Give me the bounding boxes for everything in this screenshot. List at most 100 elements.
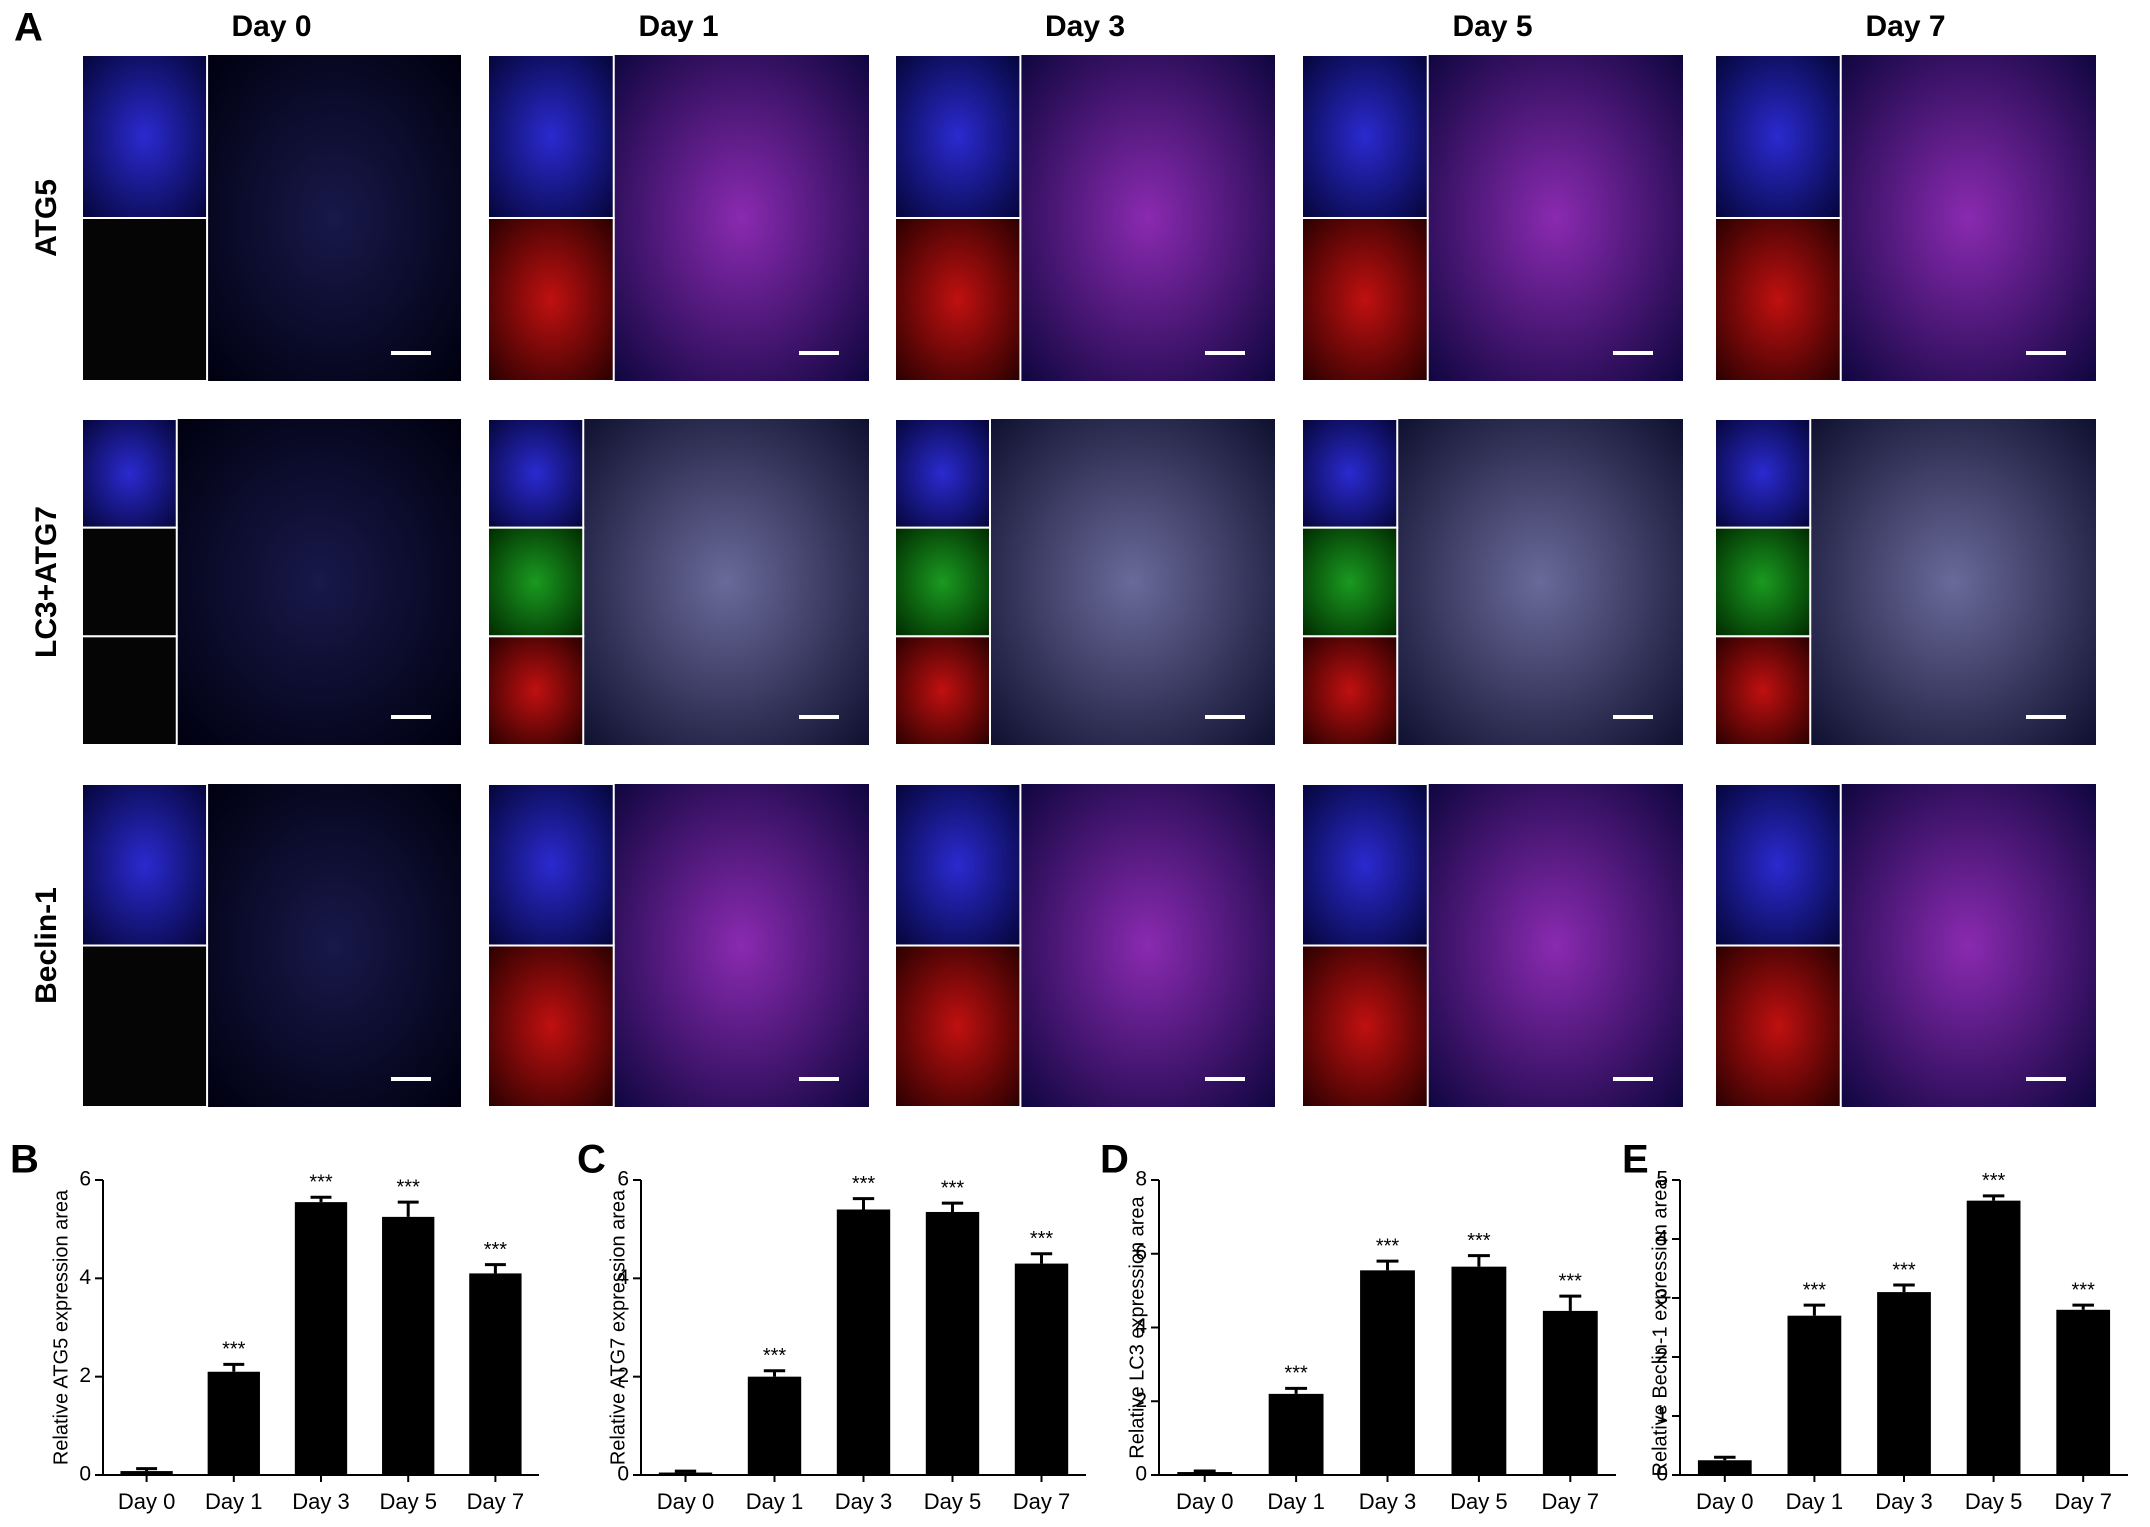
y-tick-label: 2 — [1656, 1345, 1668, 1368]
micrograph-channel — [1301, 944, 1429, 1108]
micrograph-channel — [487, 635, 585, 746]
bar — [836, 1209, 891, 1475]
bar — [120, 1471, 173, 1475]
y-tick-label: 4 — [79, 1266, 91, 1289]
x-tick-label: Day 5 — [924, 1489, 981, 1514]
y-axis-label: Relative ATG5 expression area — [50, 1189, 72, 1465]
x-tick-label: Day 3 — [1359, 1489, 1416, 1514]
micrograph-channel — [1301, 526, 1399, 638]
column-header: Day 1 — [638, 10, 718, 43]
y-tick-label: 0 — [79, 1463, 91, 1486]
bar — [207, 1371, 260, 1475]
bar — [1787, 1315, 1842, 1475]
micrograph-channel — [894, 944, 1022, 1108]
micrograph-channel — [894, 217, 1022, 382]
y-axis-label: Relative Beclin-1 expression area — [1649, 1178, 1671, 1477]
y-tick-label: 3 — [1656, 1286, 1668, 1309]
bar — [382, 1216, 435, 1475]
x-tick-label: Day 7 — [1013, 1489, 1070, 1514]
column-header: Day 0 — [231, 10, 311, 43]
micrograph-merge — [1427, 784, 1683, 1107]
x-tick-label: Day 5 — [1450, 1489, 1507, 1514]
micrograph-merge — [1020, 55, 1275, 381]
y-tick-label: 0 — [1135, 1463, 1147, 1486]
row-label: Beclin-1 — [30, 887, 63, 1004]
micrograph-channel — [487, 526, 585, 638]
row-label: ATG5 — [30, 179, 63, 257]
micrograph-channel — [81, 54, 209, 219]
micrograph-channel — [487, 944, 615, 1108]
bar — [658, 1472, 713, 1475]
row-label: LC3+ATG7 — [30, 506, 63, 658]
micrograph-channel — [1301, 635, 1399, 746]
y-tick-label: 4 — [1135, 1315, 1147, 1338]
micrograph-merge — [176, 419, 461, 745]
x-tick-label: Day 3 — [1875, 1489, 1932, 1514]
significance-label: *** — [1376, 1235, 1400, 1257]
x-tick-label: Day 1 — [205, 1489, 262, 1514]
x-tick-label: Day 5 — [379, 1489, 436, 1514]
y-tick-label: 0 — [617, 1463, 629, 1486]
micrograph-channel — [894, 54, 1022, 219]
column-header: Day 5 — [1452, 10, 1532, 43]
significance-label: *** — [852, 1173, 876, 1195]
significance-label: *** — [309, 1171, 333, 1193]
micrograph-channel — [81, 783, 209, 947]
y-axis-label: Relative LC3 expression area — [1126, 1195, 1148, 1458]
x-tick-label: Day 1 — [746, 1489, 803, 1514]
micrograph-merge — [1840, 784, 2096, 1107]
bar — [747, 1376, 802, 1475]
y-tick-label: 2 — [79, 1364, 91, 1387]
panel-label: B — [10, 1138, 39, 1182]
micrograph-channel — [894, 783, 1022, 947]
y-tick-label: 4 — [617, 1266, 629, 1289]
micrograph-channel — [487, 783, 615, 947]
significance-label: *** — [1803, 1279, 1827, 1301]
bar — [1014, 1263, 1069, 1475]
x-tick-label: Day 5 — [1965, 1489, 2022, 1514]
y-tick-label: 6 — [1135, 1241, 1147, 1264]
significance-label: *** — [1982, 1170, 2006, 1192]
micrograph-channel — [81, 526, 178, 638]
micrograph-merge — [613, 784, 869, 1107]
micrograph-channel — [1714, 217, 1842, 382]
micrograph-channel — [81, 418, 178, 529]
significance-label: *** — [1559, 1270, 1583, 1292]
micrograph-channel — [1714, 635, 1812, 746]
y-tick-label: 1 — [1656, 1404, 1668, 1427]
micrograph-merge — [583, 419, 869, 745]
panel-label: A — [14, 6, 43, 50]
column-header: Day 7 — [1865, 10, 1945, 43]
y-tick-label: 2 — [1135, 1389, 1147, 1412]
bar — [2056, 1309, 2111, 1475]
y-tick-label: 6 — [617, 1168, 629, 1191]
x-tick-label: Day 0 — [1176, 1489, 1233, 1514]
micrograph-merge — [990, 419, 1275, 745]
panel-label: D — [1100, 1138, 1129, 1182]
micrograph-channel — [1301, 418, 1399, 529]
significance-label: *** — [222, 1339, 246, 1361]
x-tick-label: Day 3 — [292, 1489, 349, 1514]
significance-label: *** — [1030, 1228, 1054, 1250]
bar — [925, 1211, 980, 1475]
micrograph-channel — [1714, 54, 1842, 219]
micrograph-merge — [207, 784, 461, 1107]
significance-label: *** — [1892, 1259, 1916, 1281]
x-tick-label: Day 1 — [1267, 1489, 1324, 1514]
micrograph-channel — [81, 635, 178, 746]
micrograph-channel — [81, 217, 209, 382]
micrograph-merge — [1020, 784, 1275, 1107]
y-tick-label: 2 — [617, 1364, 629, 1387]
micrograph-channel — [1714, 418, 1812, 529]
y-axis-label: Relative ATG7 expression area — [607, 1189, 629, 1465]
y-tick-label: 0 — [1656, 1463, 1668, 1486]
x-tick-label: Day 0 — [1696, 1489, 1753, 1514]
micrograph-channel — [1301, 54, 1429, 219]
y-tick-label: 6 — [79, 1168, 91, 1191]
bar — [1268, 1393, 1324, 1475]
significance-label: *** — [397, 1176, 421, 1198]
micrograph-channel — [487, 54, 615, 219]
x-tick-label: Day 3 — [835, 1489, 892, 1514]
bar — [1877, 1292, 1931, 1475]
